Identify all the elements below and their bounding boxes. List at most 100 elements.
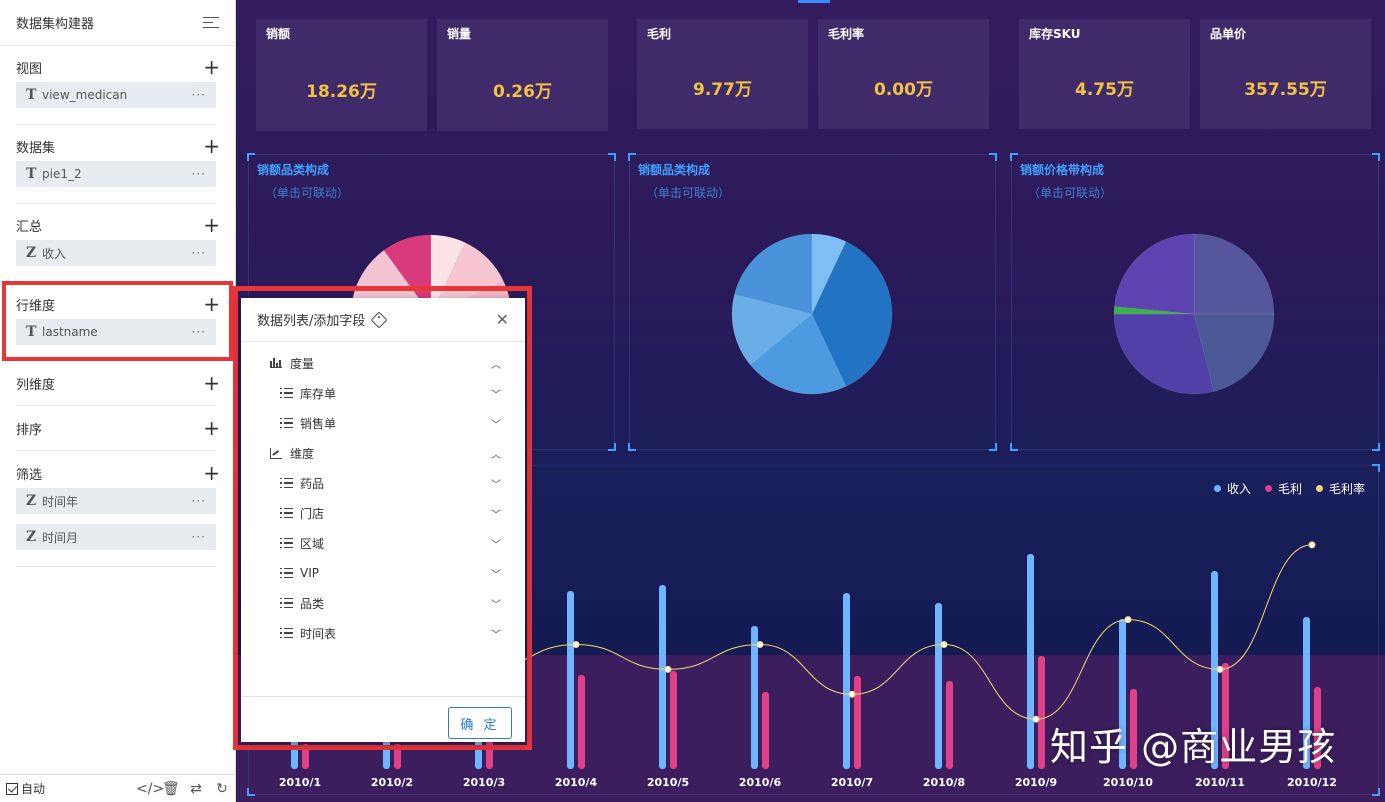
income-bar[interactable] <box>843 593 850 769</box>
chevron-down-icon[interactable]: ﹀ <box>491 629 501 641</box>
add-row-dimension-button[interactable]: + <box>203 292 220 316</box>
income-bar[interactable] <box>751 626 758 769</box>
margin-point[interactable] <box>756 641 764 648</box>
profit-bar[interactable] <box>1314 687 1321 769</box>
chevron-down-icon[interactable]: ﹀ <box>491 509 501 521</box>
income-bar[interactable] <box>935 603 942 769</box>
income-bar[interactable] <box>1211 571 1218 769</box>
pie-slice[interactable] <box>430 242 504 316</box>
margin-point[interactable] <box>572 641 580 648</box>
chevron-down-icon[interactable]: ﹀ <box>491 479 501 491</box>
pie-slice[interactable] <box>430 234 466 316</box>
margin-point[interactable] <box>1216 665 1224 673</box>
tree-node[interactable]: VIP ﹀ <box>241 558 525 588</box>
pie-slice[interactable] <box>383 234 432 316</box>
income-bar[interactable] <box>1119 619 1126 769</box>
x-tick-label: 2010/3 <box>463 776 505 789</box>
tree-node[interactable]: 度量 ︿ <box>241 348 525 378</box>
add-column-dimension-button[interactable]: + <box>203 371 220 395</box>
pie-slice[interactable] <box>750 313 847 395</box>
chevron-down-icon[interactable]: ﹀ <box>491 419 501 431</box>
pie-slice[interactable] <box>1113 313 1215 395</box>
profit-bar[interactable] <box>578 675 585 769</box>
add-view-button[interactable]: + <box>203 55 220 79</box>
income-bar[interactable] <box>567 591 574 769</box>
auto-checkbox[interactable] <box>6 782 18 795</box>
close-icon[interactable]: ✕ <box>495 310 509 329</box>
pie-slice[interactable] <box>1113 306 1195 315</box>
income-bar[interactable] <box>1303 617 1310 769</box>
add-filter-button[interactable]: + <box>203 461 220 485</box>
confirm-button[interactable]: 确 定 <box>448 707 512 739</box>
x-tick-label: 2010/9 <box>1015 776 1057 789</box>
add-summary-button[interactable]: + <box>203 213 220 237</box>
more-icon[interactable]: ··· <box>191 246 206 260</box>
profit-bar[interactable] <box>394 744 401 769</box>
margin-point[interactable] <box>940 641 948 648</box>
margin-point[interactable] <box>1124 616 1132 624</box>
chevron-up-icon[interactable]: ︿ <box>491 359 501 371</box>
pie-slice[interactable] <box>811 241 893 387</box>
chevron-up-icon[interactable]: ︿ <box>491 449 501 461</box>
margin-point[interactable] <box>664 665 672 673</box>
profit-bar[interactable] <box>854 676 861 769</box>
more-icon[interactable]: ··· <box>191 530 206 544</box>
profit-bar[interactable] <box>946 681 953 769</box>
tree-node-label: 药品 <box>300 476 325 491</box>
tree-node[interactable]: 维度 ︿ <box>241 438 525 468</box>
tree-node[interactable]: 库存单 ﹀ <box>241 378 525 408</box>
profit-bar[interactable] <box>1222 663 1229 769</box>
more-icon[interactable]: ··· <box>191 167 206 181</box>
tree-node-label: 维度 <box>290 446 315 461</box>
margin-point[interactable] <box>848 690 856 698</box>
chevron-down-icon[interactable]: ﹀ <box>491 599 501 611</box>
pie-slice[interactable] <box>1114 233 1195 315</box>
chevron-down-icon[interactable]: ﹀ <box>491 569 501 581</box>
more-icon[interactable]: ··· <box>191 494 206 508</box>
list-icon <box>278 567 294 579</box>
tree-node[interactable]: 品类 ﹀ <box>241 588 525 618</box>
field-chip[interactable]: Z 收入 ··· <box>16 240 216 266</box>
field-chip[interactable]: Z 时间年 ··· <box>16 488 216 514</box>
margin-point[interactable] <box>1032 715 1040 723</box>
shuffle-icon[interactable]: ⇄ <box>190 780 202 797</box>
pie-slice[interactable] <box>734 233 813 315</box>
trash-icon[interactable]: 🗑 <box>162 780 180 797</box>
tree-node[interactable]: 区域 ﹀ <box>241 528 525 558</box>
pie-chart-category-2[interactable] <box>731 233 893 395</box>
profit-bar[interactable] <box>762 692 769 769</box>
margin-point[interactable] <box>1308 541 1316 549</box>
income-bar[interactable] <box>659 585 666 769</box>
collapse-menu-icon[interactable] <box>203 16 219 30</box>
legend-item[interactable]: 毛利率 <box>1315 480 1365 497</box>
add-sort-button[interactable]: + <box>203 416 220 440</box>
tree-node[interactable]: 销售单 ﹀ <box>241 408 525 438</box>
refresh-icon[interactable]: ↻ <box>216 780 228 797</box>
profit-bar[interactable] <box>1130 689 1137 769</box>
pie-slice[interactable] <box>1193 313 1275 392</box>
more-icon[interactable]: ··· <box>191 325 206 339</box>
tree-node[interactable]: 药品 ﹀ <box>241 468 525 498</box>
legend-item[interactable]: 收入 <box>1213 480 1251 497</box>
pie-chart-price-band[interactable] <box>1113 233 1275 395</box>
pie-slice[interactable] <box>811 233 847 315</box>
more-icon[interactable]: ··· <box>191 88 206 102</box>
add-dataset-button[interactable]: + <box>203 134 220 158</box>
profit-bar[interactable] <box>302 744 309 769</box>
field-chip[interactable]: Z 时间月 ··· <box>16 524 216 550</box>
chevron-down-icon[interactable]: ﹀ <box>491 539 501 551</box>
tree-node[interactable]: 时间表 ﹀ <box>241 618 525 648</box>
tree-node[interactable]: 门店 ﹀ <box>241 498 525 528</box>
income-bar[interactable] <box>1027 554 1034 769</box>
legend-item[interactable]: 毛利 <box>1264 480 1302 497</box>
chevron-down-icon[interactable]: ﹀ <box>491 389 501 401</box>
pie-slice[interactable] <box>1193 233 1275 315</box>
profit-bar[interactable] <box>1038 656 1045 769</box>
code-icon[interactable]: </> <box>136 780 165 797</box>
profit-bar[interactable] <box>670 671 677 769</box>
pie-slice[interactable] <box>731 293 813 366</box>
